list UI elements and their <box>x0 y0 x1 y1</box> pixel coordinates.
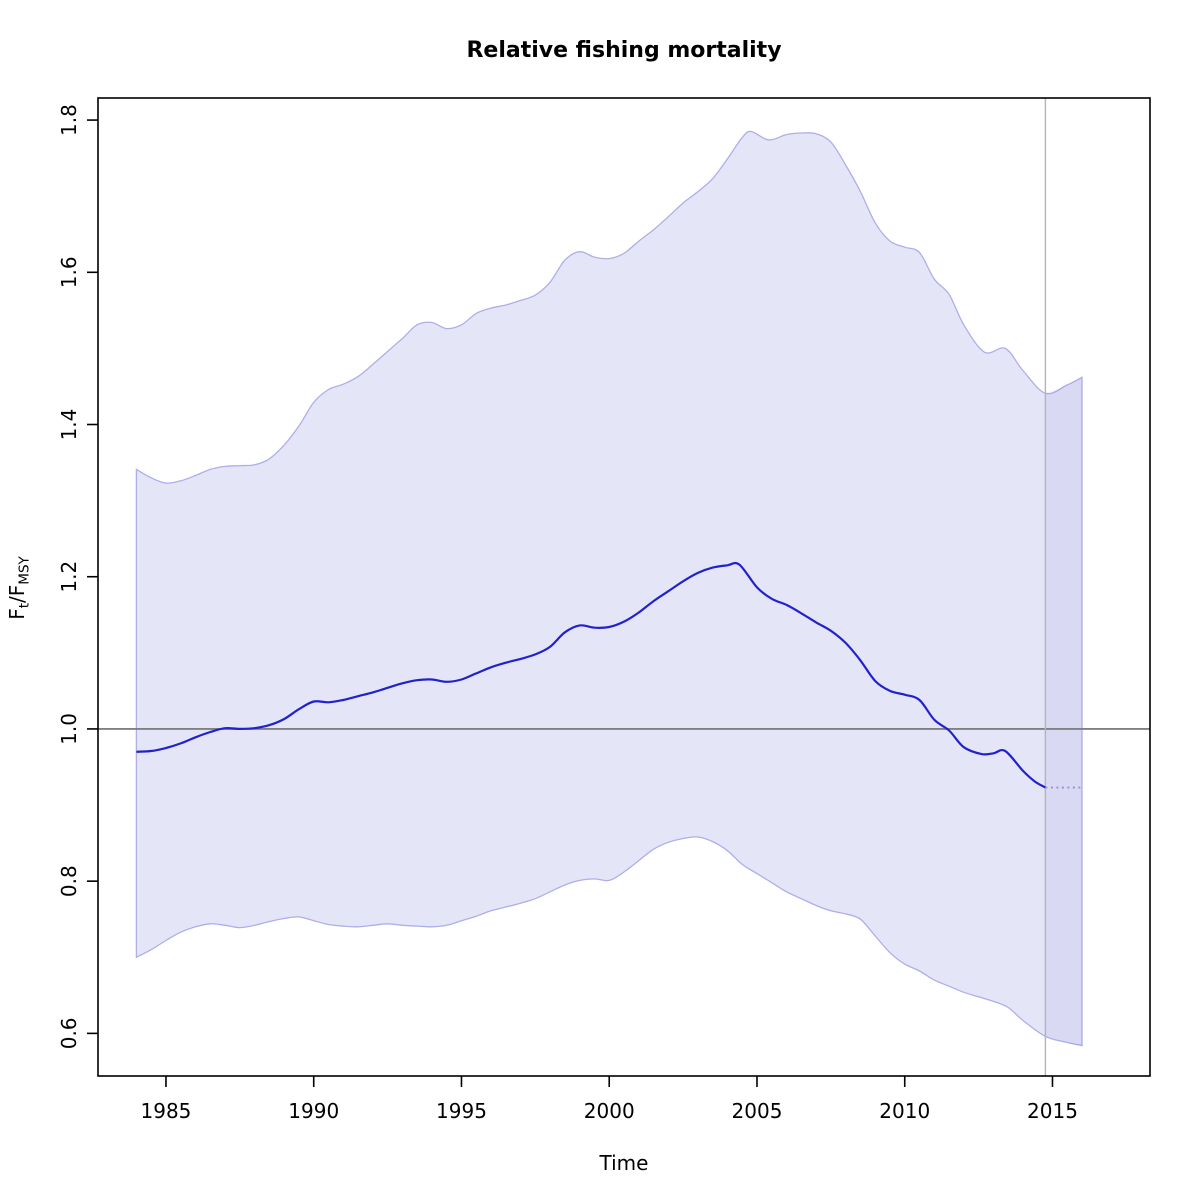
x-tick-label: 1990 <box>288 1099 339 1123</box>
chart-title: Relative fishing mortality <box>466 38 781 63</box>
y-axis-title-subscript: t <box>17 603 33 608</box>
x-tick-label: 2010 <box>879 1099 930 1123</box>
x-axis-title: Time <box>599 1151 649 1175</box>
y-axis-title: Ft/FMSY <box>5 555 33 619</box>
confidence-band <box>135 130 1083 1047</box>
y-tick-label: 0.6 <box>57 1017 81 1049</box>
y-tick-label: 1.8 <box>57 104 81 136</box>
y-tick-label: 1.4 <box>57 409 81 441</box>
y-tick-label: 1.6 <box>57 256 81 288</box>
forecast-band-tint <box>1045 377 1082 1046</box>
median-line <box>136 561 1046 789</box>
y-axis-title-text: / <box>5 596 29 603</box>
y-tick-label: 1.2 <box>57 561 81 593</box>
y-axis-title-text: F <box>5 585 29 597</box>
y-tick-label: 0.8 <box>57 865 81 897</box>
y-axis-title-subscript: MSY <box>17 555 33 584</box>
y-tick-label: 1.0 <box>57 713 81 745</box>
y-axis-title-text: F <box>5 608 29 620</box>
x-tick-label: 1995 <box>436 1099 487 1123</box>
x-tick-label: 1985 <box>141 1099 192 1123</box>
plot-box <box>97 97 1151 1077</box>
plot-layers: 1985 1990 1995 2000 2005 2010 2015 0.6 0.8 1.0 1.2… <box>57 97 1151 1123</box>
x-tick-label: 2015 <box>1027 1099 1078 1123</box>
x-tick-label: 2005 <box>732 1099 783 1123</box>
x-tick-label: 2000 <box>584 1099 635 1123</box>
